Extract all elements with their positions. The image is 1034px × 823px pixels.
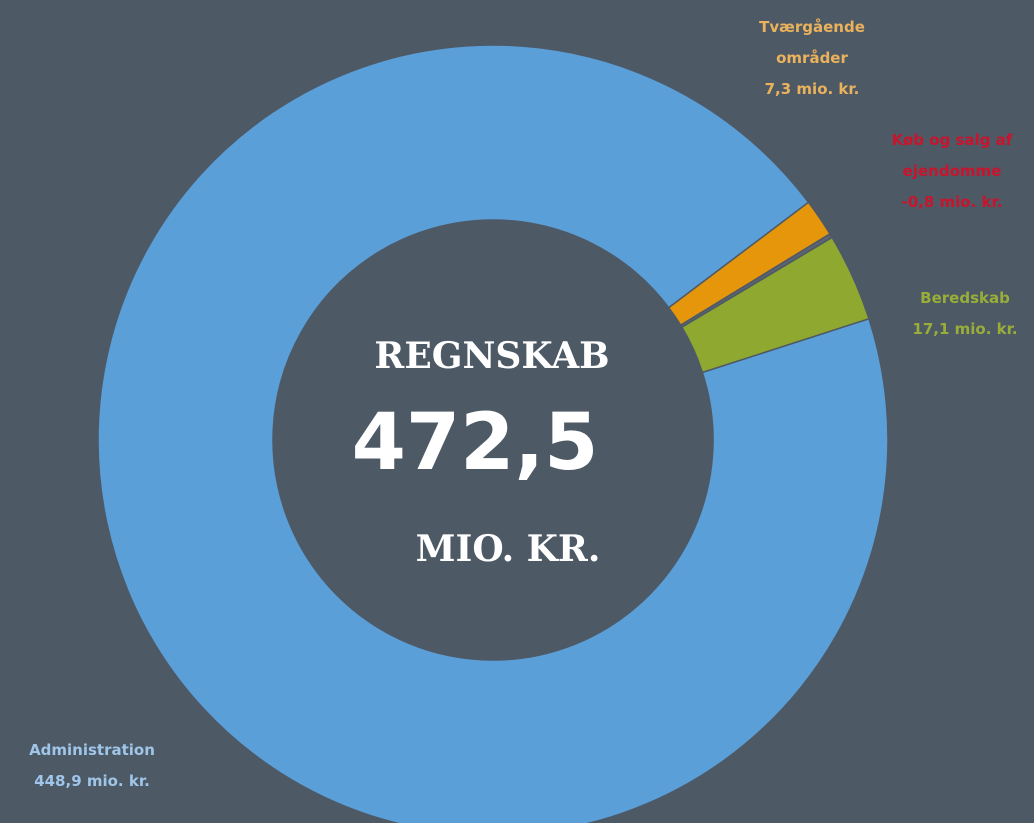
slice-label: Beredskab 17,1 mio. kr. bbox=[890, 283, 1034, 345]
center-total: 472,5 bbox=[351, 398, 599, 488]
value-label: -0,8 mio. kr. bbox=[901, 193, 1003, 211]
category-name: Tværgående områder bbox=[759, 18, 865, 67]
category-name: Beredskab bbox=[920, 289, 1010, 307]
slice-label: Tværgående områder 7,3 mio. kr. bbox=[737, 12, 887, 105]
center-unit: MIO. KR. bbox=[415, 528, 601, 570]
donut-slice bbox=[97, 44, 889, 823]
value-label: 17,1 mio. kr. bbox=[912, 320, 1018, 338]
category-name: Køb og salg af ejendomme bbox=[891, 131, 1013, 180]
value-label: 7,3 mio. kr. bbox=[764, 80, 860, 98]
slice-label: Administration 448,9 mio. kr. bbox=[2, 735, 182, 797]
value-label: 448,9 mio. kr. bbox=[34, 772, 150, 790]
slice-label: Køb og salg af ejendomme -0,8 mio. kr. bbox=[877, 125, 1027, 218]
category-name: Administration bbox=[29, 741, 155, 759]
center-title: REGNSKAB bbox=[374, 335, 610, 377]
